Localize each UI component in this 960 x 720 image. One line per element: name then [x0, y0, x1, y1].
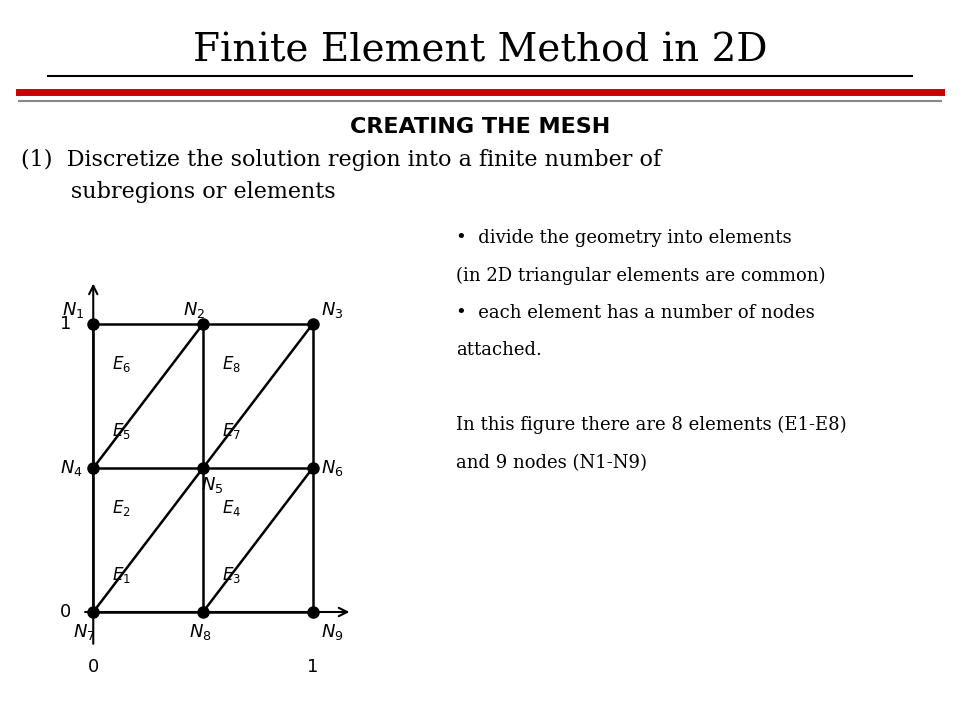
- Text: $E_8$: $E_8$: [222, 354, 241, 374]
- Text: 1: 1: [60, 315, 71, 333]
- Text: $N_9$: $N_9$: [322, 622, 344, 642]
- Text: 0: 0: [60, 603, 71, 621]
- Text: •  divide the geometry into elements: • divide the geometry into elements: [456, 229, 792, 247]
- Text: $N_7$: $N_7$: [73, 622, 96, 642]
- Text: $N_5$: $N_5$: [201, 475, 223, 495]
- Text: $N_6$: $N_6$: [321, 458, 344, 478]
- Text: attached.: attached.: [456, 341, 541, 359]
- Text: •  each element has a number of nodes: • each element has a number of nodes: [456, 304, 815, 322]
- Text: $E_6$: $E_6$: [112, 354, 132, 374]
- Text: Finite Element Method in 2D: Finite Element Method in 2D: [193, 32, 767, 69]
- Text: (1)  Discretize the solution region into a finite number of: (1) Discretize the solution region into …: [21, 149, 661, 171]
- Text: $N_4$: $N_4$: [60, 458, 83, 478]
- Text: 0: 0: [87, 658, 99, 676]
- Text: $E_3$: $E_3$: [222, 564, 241, 585]
- Text: $N_8$: $N_8$: [189, 622, 212, 642]
- Text: $N_1$: $N_1$: [62, 300, 84, 320]
- Text: $E_4$: $E_4$: [222, 498, 241, 518]
- Text: $N_2$: $N_2$: [183, 300, 205, 320]
- Text: $E_5$: $E_5$: [112, 420, 132, 441]
- Text: subregions or elements: subregions or elements: [21, 181, 336, 204]
- Text: $E_1$: $E_1$: [112, 564, 132, 585]
- Text: 1: 1: [307, 658, 319, 676]
- Text: $E_7$: $E_7$: [222, 420, 241, 441]
- Text: $E_2$: $E_2$: [112, 498, 132, 518]
- Text: CREATING THE MESH: CREATING THE MESH: [349, 117, 611, 137]
- Text: and 9 nodes (N1-N9): and 9 nodes (N1-N9): [456, 454, 647, 472]
- Text: In this figure there are 8 elements (E1-E8): In this figure there are 8 elements (E1-…: [456, 416, 847, 434]
- Text: $N_3$: $N_3$: [322, 300, 344, 320]
- Text: (in 2D triangular elements are common): (in 2D triangular elements are common): [456, 266, 826, 284]
